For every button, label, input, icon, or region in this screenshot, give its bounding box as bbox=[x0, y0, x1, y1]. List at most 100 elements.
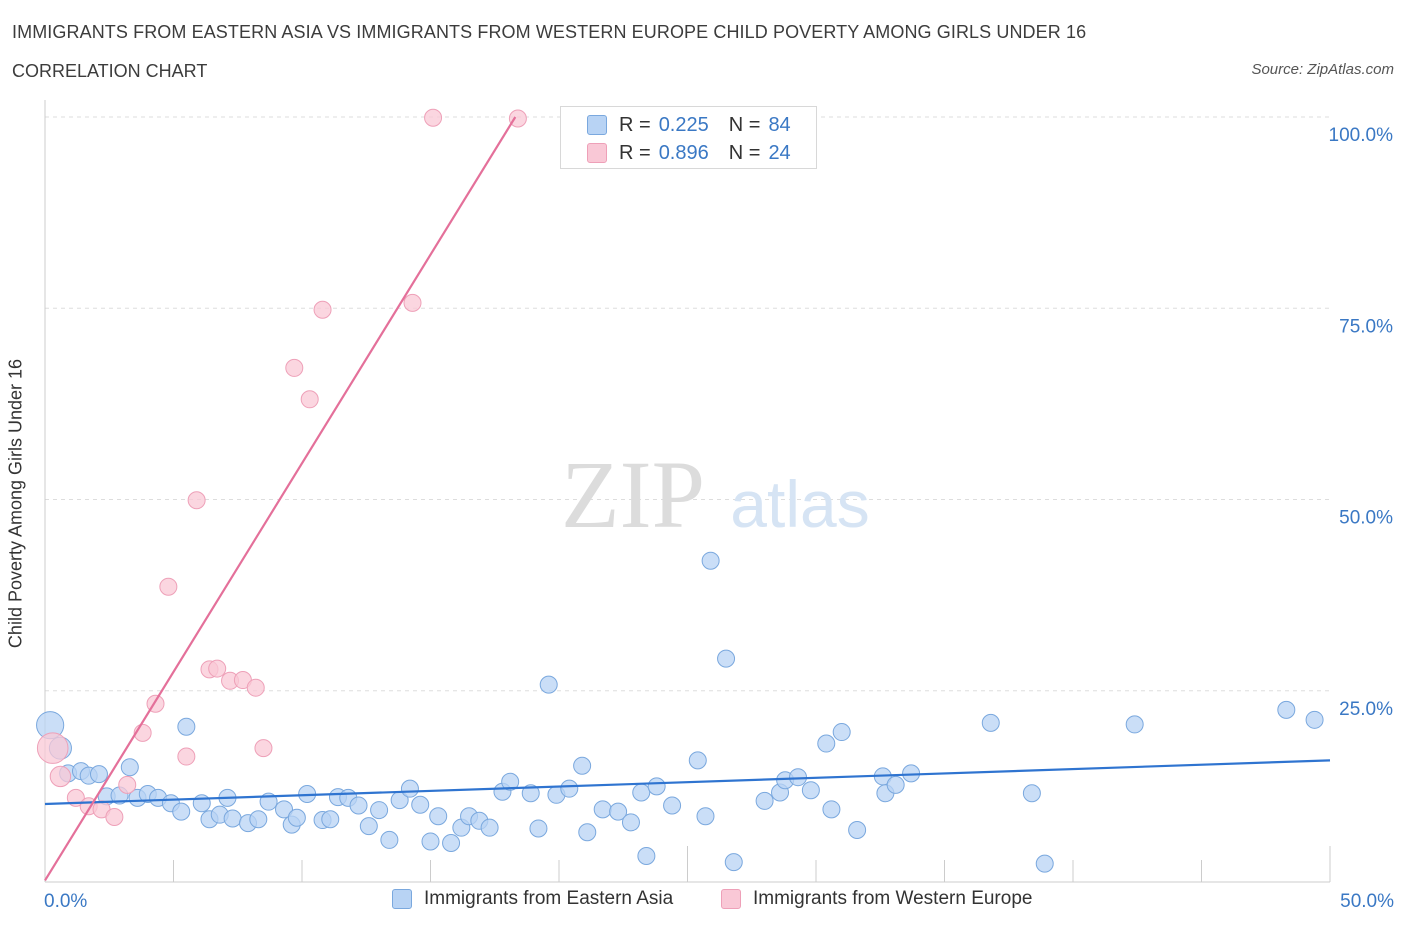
point-eastern-asia bbox=[593, 800, 612, 819]
point-eastern-asia bbox=[1305, 710, 1324, 729]
point-eastern-asia bbox=[1022, 784, 1041, 803]
point-western-europe bbox=[159, 577, 178, 596]
point-eastern-asia bbox=[755, 791, 774, 810]
legend-label: Immigrants from Eastern Asia bbox=[424, 888, 674, 909]
point-eastern-asia bbox=[621, 813, 640, 832]
source-label: Source: ZipAtlas.com bbox=[1251, 61, 1394, 78]
legend-item-eastern-asia[interactable]: Immigrants from Eastern Asia bbox=[392, 888, 673, 910]
n-label: N = bbox=[728, 141, 761, 164]
point-eastern-asia bbox=[801, 781, 820, 800]
r-label: R = bbox=[619, 141, 651, 164]
point-eastern-asia bbox=[724, 853, 743, 872]
point-eastern-asia bbox=[370, 801, 389, 820]
legend-item-western-europe[interactable]: Immigrants from Western Europe bbox=[721, 888, 1032, 910]
point-eastern-asia bbox=[560, 779, 579, 798]
point-western-europe bbox=[208, 659, 227, 678]
n-value: 84 bbox=[768, 113, 791, 136]
point-eastern-asia bbox=[696, 807, 715, 826]
blue-swatch bbox=[587, 115, 607, 135]
point-western-europe bbox=[285, 358, 304, 377]
pink-swatch bbox=[587, 143, 607, 163]
point-eastern-asia bbox=[411, 795, 430, 814]
point-eastern-asia bbox=[981, 713, 1000, 732]
point-eastern-asia bbox=[832, 723, 851, 742]
point-eastern-asia bbox=[521, 784, 540, 803]
n-value: 24 bbox=[768, 141, 791, 164]
point-eastern-asia bbox=[632, 783, 651, 802]
watermark-zip: ZIP bbox=[561, 441, 705, 548]
point-eastern-asia bbox=[822, 800, 841, 819]
point-western-europe bbox=[246, 678, 265, 697]
x-tick-label-max: 50.0% bbox=[1340, 891, 1394, 912]
r-value: 0.225 bbox=[658, 113, 709, 136]
y-tick-label: 75.0% bbox=[1339, 316, 1393, 337]
point-eastern-asia bbox=[688, 751, 707, 770]
point-eastern-asia bbox=[817, 734, 836, 753]
point-western-europe bbox=[105, 807, 124, 826]
trendline-western-europe bbox=[44, 116, 517, 882]
point-eastern-asia bbox=[442, 833, 461, 852]
gridlines bbox=[45, 116, 1330, 692]
point-eastern-asia bbox=[249, 810, 268, 829]
point-eastern-asia bbox=[647, 777, 666, 796]
point-western-europe bbox=[254, 739, 273, 758]
y-tick-labels: 25.0% 50.0% 75.0% 100.0% bbox=[1329, 125, 1394, 720]
point-eastern-asia bbox=[349, 796, 368, 815]
r-value: 0.896 bbox=[658, 141, 709, 164]
point-eastern-asia bbox=[89, 765, 108, 784]
pink-swatch bbox=[721, 889, 741, 909]
legend-label: Immigrants from Western Europe bbox=[753, 888, 1033, 909]
point-eastern-asia bbox=[275, 800, 294, 819]
point-eastern-asia bbox=[380, 830, 399, 849]
point-eastern-asia bbox=[578, 823, 597, 842]
point-western-europe bbox=[403, 293, 422, 312]
chart-subtitle: CORRELATION CHART bbox=[12, 61, 208, 81]
point-eastern-asia bbox=[177, 717, 196, 736]
point-eastern-asia bbox=[287, 808, 306, 827]
legend-row-eastern-asia: R = 0.225 N = 84 bbox=[587, 113, 791, 137]
point-eastern-asia bbox=[717, 649, 736, 668]
blue-swatch bbox=[392, 889, 412, 909]
point-eastern-asia bbox=[321, 810, 340, 829]
point-eastern-asia bbox=[701, 551, 720, 570]
point-eastern-asia bbox=[848, 820, 867, 839]
watermark: ZIP atlas bbox=[561, 441, 870, 548]
watermark-atlas: atlas bbox=[730, 467, 869, 541]
correlation-legend: R = 0.225 N = 84 R = 0.896 N = 24 bbox=[560, 106, 817, 169]
point-eastern-asia bbox=[480, 818, 499, 837]
x-tick-label-min: 0.0% bbox=[44, 891, 88, 912]
point-eastern-asia bbox=[539, 675, 558, 694]
point-western-europe bbox=[300, 390, 319, 409]
point-eastern-asia bbox=[192, 794, 211, 813]
point-eastern-asia bbox=[172, 802, 191, 821]
point-eastern-asia bbox=[400, 779, 419, 798]
point-eastern-asia bbox=[609, 802, 628, 821]
legend-row-western-europe: R = 0.896 N = 24 bbox=[587, 141, 791, 165]
y-axis-label: Child Poverty Among Girls Under 16 bbox=[5, 358, 26, 649]
point-eastern-asia bbox=[1125, 715, 1144, 734]
y-tick-label: 50.0% bbox=[1339, 508, 1393, 529]
trendlines bbox=[44, 116, 1331, 882]
point-eastern-asia bbox=[573, 756, 592, 775]
y-tick-label: 100.0% bbox=[1329, 125, 1394, 146]
point-western-europe bbox=[424, 108, 443, 127]
chart-title: IMMIGRANTS FROM EASTERN ASIA VS IMMIGRAN… bbox=[12, 22, 1087, 42]
r-label: R = bbox=[619, 113, 651, 136]
point-eastern-asia bbox=[429, 807, 448, 826]
point-eastern-asia bbox=[421, 832, 440, 851]
point-eastern-asia bbox=[529, 819, 548, 838]
point-western-europe bbox=[36, 732, 69, 764]
point-eastern-asia bbox=[663, 796, 682, 815]
point-eastern-asia bbox=[637, 846, 656, 865]
series-eastern-asia bbox=[36, 551, 1324, 873]
point-western-europe bbox=[177, 747, 196, 766]
point-eastern-asia bbox=[120, 758, 139, 777]
point-western-europe bbox=[508, 109, 527, 128]
y-tick-label: 25.0% bbox=[1339, 699, 1393, 720]
point-western-europe bbox=[187, 491, 206, 510]
point-eastern-asia bbox=[1277, 700, 1296, 719]
point-western-europe bbox=[118, 775, 137, 794]
point-western-europe bbox=[49, 765, 72, 788]
point-eastern-asia bbox=[1035, 854, 1054, 873]
